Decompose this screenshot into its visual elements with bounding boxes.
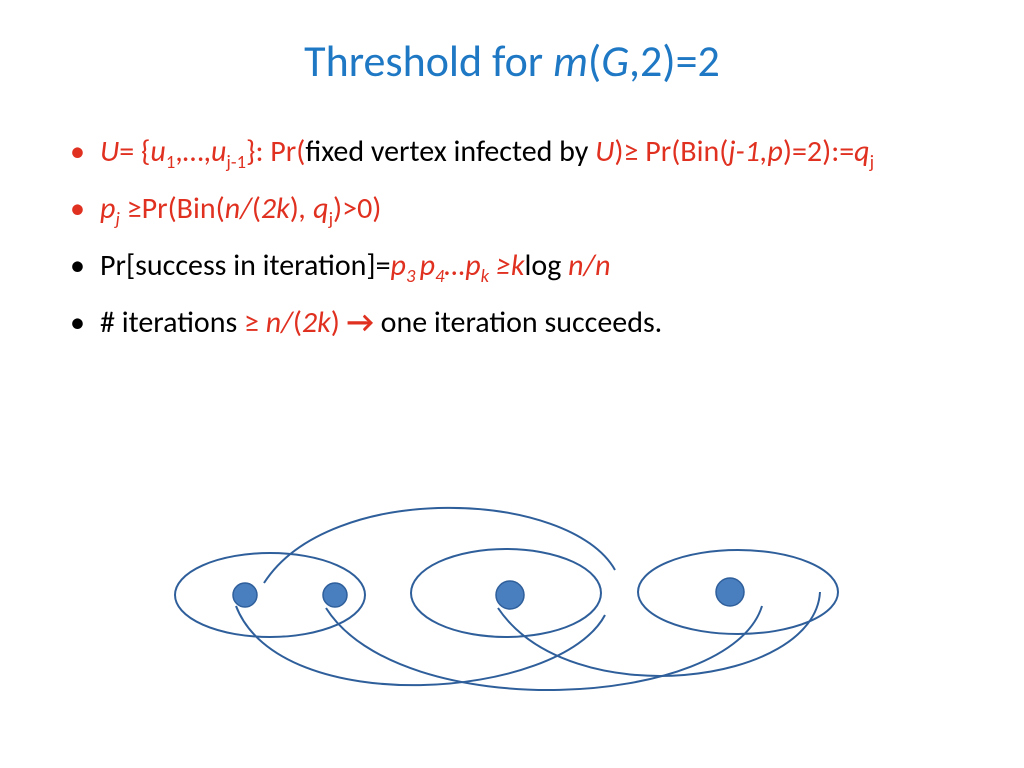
b1-comma1: ,…, [175,133,211,170]
b4-l: ( [293,304,302,341]
b3-p3: p [391,247,406,284]
bullet-2: pj ≥Pr(Bin(n/(2k), qj)>0) [64,189,960,228]
slide-title: Threshold for m(G,2)=2 [64,34,960,88]
b3-sp [489,247,496,284]
b4-nover: n/ [266,304,293,341]
graph-diagram [140,500,880,720]
title-g: G [601,34,629,88]
b2-comma: , [299,190,313,227]
b1-eq2: )=2):= [783,133,854,170]
b3-s3: 3 [406,264,420,287]
b1-U: U [100,133,119,170]
b1-jm1p: j-1,p [728,133,782,170]
b2-r2k: ) [290,190,299,227]
b4-tail: one iteration succeeds. [374,304,662,341]
b2-gt0: )>0) [333,190,381,227]
b3-p4: p [420,247,435,284]
arrow-icon: → [347,304,374,341]
b2-p: p [100,190,115,227]
b2-nover2k: n/ [225,190,252,227]
b1-rpar: ) [614,133,623,170]
b2-ge: ≥Pr(Bin( [127,190,225,227]
b1-prbin: Pr(Bin( [645,133,728,170]
b3-sk: k [481,264,489,287]
b4-twok: 2k [302,304,331,341]
b1-U2: U [595,133,614,170]
title-prefix: Threshold for [304,34,553,88]
b4-sp [340,304,347,341]
b3-log: log [524,247,568,284]
b1-fixed: fixed vertex infected by [305,133,595,170]
b1-s1: 1 [166,150,175,173]
b1-u1: u [150,133,165,170]
b1-ge: ≥ [624,133,646,170]
title-suffix: ,2)=2 [629,34,720,88]
b3-ge: ≥ [496,247,511,284]
b3-dots: … [445,247,466,284]
bullet-4: # iterations ≥ n/(2k) → one iteration su… [64,303,960,342]
b2-l2k: ( [252,190,261,227]
bullet-list: U= {u1,…,uj-1}: Pr(fixed vertex infected… [64,132,960,342]
b2-twok: 2k [261,190,290,227]
b1-sj: j [870,150,874,173]
title-m: m [553,34,588,88]
b2-q: q [313,190,328,227]
b1-colonpr: : Pr( [255,133,305,170]
b4-r: ) [331,304,340,341]
b3-pk: p [465,247,480,284]
bullet-3: Pr[success in iteration]=p3 p4…pk ≥klog … [64,246,960,285]
b1-uj: u [211,133,226,170]
bullet-1: U= {u1,…,uj-1}: Pr(fixed vertex infected… [64,132,960,171]
b3-k: k [511,247,525,284]
b1-q: q [854,133,869,170]
b1-sjm1: j-1 [226,150,246,173]
b3-s4: 4 [435,264,444,287]
b1-eqopen: = { [119,133,150,170]
title-lpar: ( [588,34,601,88]
b4-hash: # iterations [100,304,244,341]
b4-ge: ≥ [244,304,266,341]
b3-prsucc: Pr[success in iteration]= [100,247,391,284]
b3-novern: n/n [568,247,610,284]
b2-sp [120,190,127,227]
